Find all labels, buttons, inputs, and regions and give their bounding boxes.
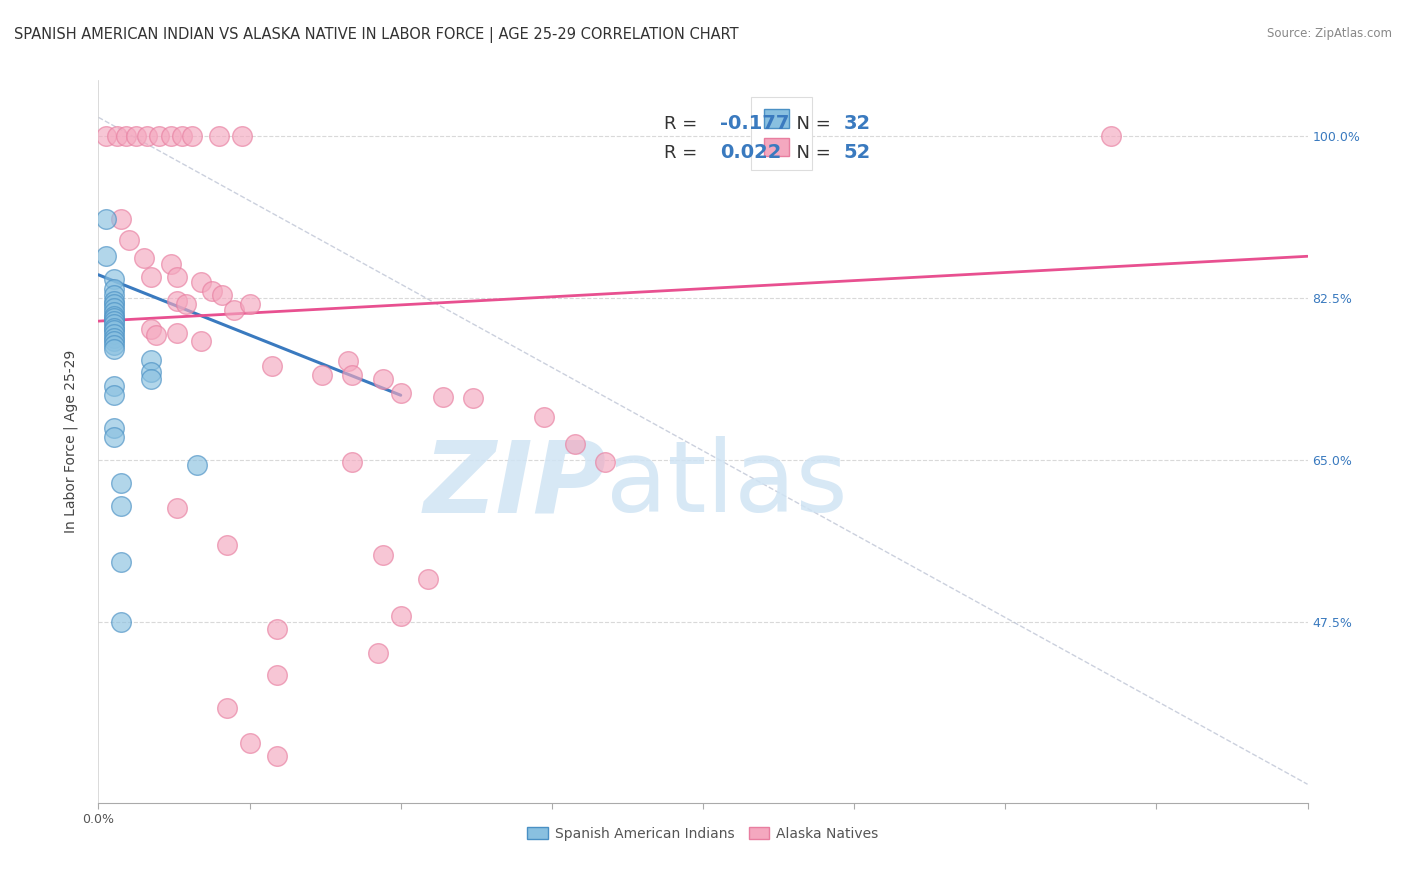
Point bbox=[103, 331, 125, 345]
Point bbox=[141, 365, 163, 379]
Point bbox=[103, 430, 125, 444]
Point bbox=[367, 646, 389, 660]
Point bbox=[141, 321, 163, 335]
Point bbox=[103, 342, 125, 356]
Point bbox=[1099, 128, 1122, 143]
Text: N =: N = bbox=[785, 144, 837, 161]
Point bbox=[266, 622, 288, 636]
Point bbox=[342, 368, 364, 382]
Point bbox=[103, 420, 125, 434]
Text: N =: N = bbox=[785, 115, 837, 133]
Point bbox=[125, 128, 148, 143]
Point bbox=[262, 359, 284, 373]
Point bbox=[110, 555, 132, 569]
Point bbox=[311, 368, 333, 382]
Point bbox=[160, 128, 183, 143]
Point bbox=[103, 317, 125, 331]
Point bbox=[166, 326, 188, 341]
Point bbox=[105, 128, 128, 143]
Point bbox=[103, 293, 125, 308]
Y-axis label: In Labor Force | Age 25-29: In Labor Force | Age 25-29 bbox=[63, 350, 77, 533]
Point bbox=[239, 297, 262, 311]
Point bbox=[114, 128, 136, 143]
Text: SPANISH AMERICAN INDIAN VS ALASKA NATIVE IN LABOR FORCE | AGE 25-29 CORRELATION : SPANISH AMERICAN INDIAN VS ALASKA NATIVE… bbox=[14, 27, 738, 43]
Point bbox=[564, 437, 586, 451]
Point bbox=[432, 390, 454, 404]
Point bbox=[389, 608, 412, 623]
Point bbox=[118, 233, 141, 247]
Point bbox=[215, 538, 238, 552]
Point bbox=[266, 668, 288, 682]
Point bbox=[148, 128, 170, 143]
Text: -0.177: -0.177 bbox=[720, 114, 789, 133]
Point bbox=[160, 257, 183, 271]
Point bbox=[103, 282, 125, 296]
Point bbox=[103, 320, 125, 334]
Point bbox=[336, 354, 359, 368]
Point bbox=[224, 303, 246, 318]
Text: R =: R = bbox=[664, 144, 703, 161]
Point bbox=[342, 455, 364, 469]
Point bbox=[110, 615, 132, 630]
Point bbox=[103, 334, 125, 349]
Point bbox=[371, 372, 394, 386]
Text: 52: 52 bbox=[844, 143, 870, 162]
Point bbox=[110, 476, 132, 491]
Point bbox=[215, 701, 238, 715]
Point bbox=[239, 736, 262, 750]
Point bbox=[103, 309, 125, 323]
Point bbox=[103, 338, 125, 352]
Point bbox=[593, 455, 616, 469]
Point bbox=[211, 288, 233, 302]
Point bbox=[463, 391, 485, 405]
Legend: Spanish American Indians, Alaska Natives: Spanish American Indians, Alaska Natives bbox=[522, 822, 884, 847]
Point bbox=[141, 353, 163, 368]
Point bbox=[208, 128, 231, 143]
Text: 0.022: 0.022 bbox=[720, 143, 782, 162]
Point bbox=[201, 285, 224, 299]
Point bbox=[103, 297, 125, 311]
Point bbox=[94, 212, 117, 227]
Point bbox=[533, 409, 555, 424]
Point bbox=[166, 293, 188, 308]
Point bbox=[94, 249, 117, 263]
Point bbox=[103, 305, 125, 319]
Point bbox=[145, 328, 167, 343]
Point bbox=[103, 272, 125, 286]
Point bbox=[389, 386, 412, 401]
Point bbox=[416, 572, 439, 586]
Text: R =: R = bbox=[664, 115, 703, 133]
Point bbox=[103, 288, 125, 302]
Point bbox=[103, 388, 125, 402]
Point bbox=[141, 269, 163, 284]
Point bbox=[141, 371, 163, 385]
Point bbox=[103, 301, 125, 315]
Point bbox=[190, 275, 212, 289]
Point bbox=[371, 548, 394, 562]
Point bbox=[181, 128, 204, 143]
Point bbox=[103, 323, 125, 337]
Point bbox=[231, 128, 253, 143]
Point bbox=[110, 212, 132, 227]
Point bbox=[103, 327, 125, 342]
Text: ZIP: ZIP bbox=[423, 436, 606, 533]
Point bbox=[186, 458, 208, 472]
Text: atlas: atlas bbox=[606, 436, 848, 533]
Point bbox=[190, 334, 212, 349]
Point bbox=[266, 749, 288, 764]
Text: 32: 32 bbox=[844, 114, 870, 133]
Point bbox=[174, 297, 197, 311]
Point bbox=[94, 128, 117, 143]
Point bbox=[135, 128, 157, 143]
Point bbox=[103, 314, 125, 328]
Point bbox=[103, 311, 125, 326]
Point bbox=[103, 379, 125, 393]
Point bbox=[170, 128, 193, 143]
Point bbox=[166, 269, 188, 284]
Point bbox=[110, 500, 132, 514]
Text: Source: ZipAtlas.com: Source: ZipAtlas.com bbox=[1267, 27, 1392, 40]
Point bbox=[132, 251, 155, 265]
Point bbox=[166, 501, 188, 516]
